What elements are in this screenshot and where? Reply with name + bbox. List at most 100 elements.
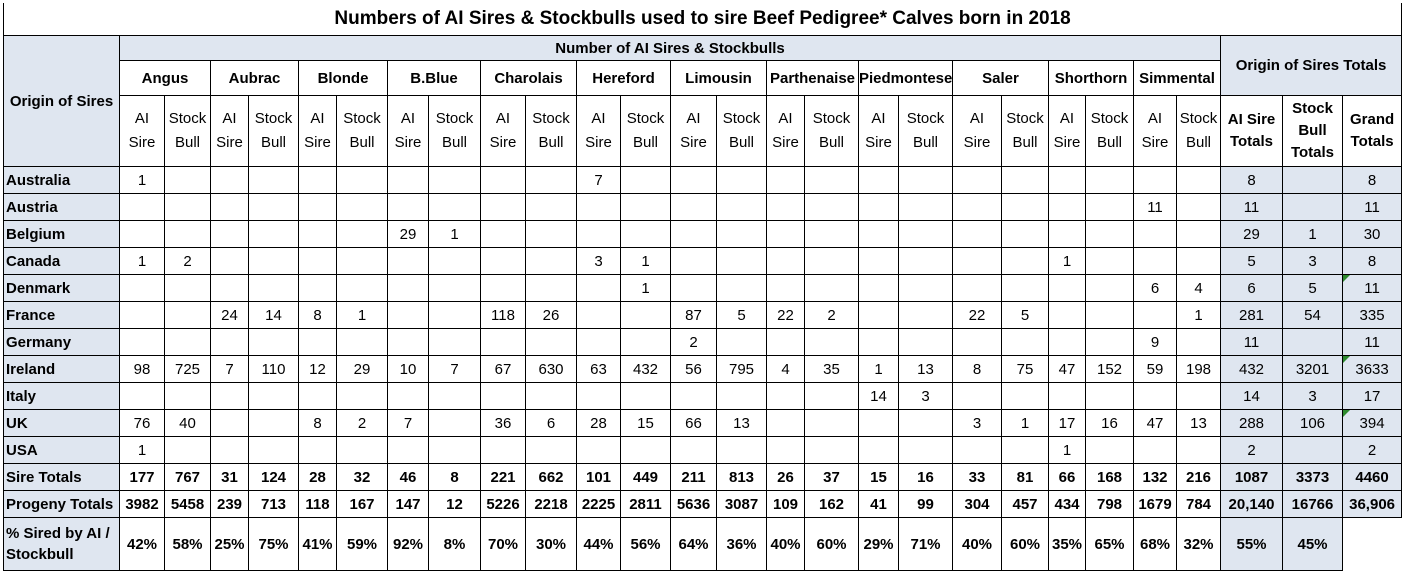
data-cell bbox=[525, 328, 577, 356]
total-cell: 767 bbox=[164, 463, 211, 491]
data-cell bbox=[248, 328, 299, 356]
country-label: Germany bbox=[3, 328, 120, 356]
grand-total-cell: 394 bbox=[1341, 409, 1403, 437]
data-cell bbox=[1048, 274, 1086, 302]
data-cell bbox=[248, 220, 299, 248]
data-cell bbox=[716, 166, 767, 194]
data-cell bbox=[164, 382, 211, 410]
pct-cell: 41% bbox=[298, 517, 337, 571]
stock-bull-total-cell bbox=[1282, 193, 1343, 221]
data-cell bbox=[1176, 247, 1221, 275]
data-cell bbox=[804, 220, 859, 248]
data-cell: 1 bbox=[1048, 247, 1086, 275]
stock-bull-total-cell bbox=[1282, 166, 1343, 194]
total-cell: 109 bbox=[766, 490, 805, 518]
total-cell: 31 bbox=[210, 463, 249, 491]
stock-bull-col-header: Stock Bull bbox=[716, 95, 767, 167]
stock-bull-total-cell bbox=[1282, 328, 1343, 356]
stock-bull-col-header: Stock Bull bbox=[336, 95, 388, 167]
breed-header: Aubrac bbox=[210, 60, 299, 96]
total-cell: 101 bbox=[576, 463, 621, 491]
stock-bull-col-header: Stock Bull bbox=[428, 95, 481, 167]
country-label: Australia bbox=[3, 166, 120, 194]
data-cell: 1 bbox=[1176, 301, 1221, 329]
data-cell bbox=[1001, 193, 1049, 221]
breed-header-row: Angus Aubrac Blonde B.Blue Charolais Hereford… bbox=[4, 60, 1402, 96]
ai-sire-total-cell: 432 bbox=[1220, 355, 1283, 383]
data-cell bbox=[119, 301, 165, 329]
data-cell: 118 bbox=[480, 301, 526, 329]
data-cell bbox=[336, 436, 388, 464]
data-cell: 56 bbox=[670, 355, 717, 383]
stock-bull-total-cell: 3 bbox=[1282, 247, 1343, 275]
total-cell: 168 bbox=[1085, 463, 1134, 491]
data-cell bbox=[336, 247, 388, 275]
data-cell: 795 bbox=[716, 355, 767, 383]
data-cell bbox=[525, 166, 577, 194]
data-cell bbox=[1085, 301, 1134, 329]
total-cell: 177 bbox=[119, 463, 165, 491]
total-cell: 449 bbox=[620, 463, 671, 491]
row-label: Sire Totals bbox=[3, 463, 120, 491]
data-cell bbox=[952, 166, 1002, 194]
data-cell bbox=[804, 166, 859, 194]
data-cell bbox=[858, 301, 899, 329]
data-cell bbox=[1133, 220, 1177, 248]
data-cell: 17 bbox=[1048, 409, 1086, 437]
data-cell bbox=[1176, 166, 1221, 194]
data-cell bbox=[428, 436, 481, 464]
total-cell: 713 bbox=[248, 490, 299, 518]
data-cell bbox=[119, 328, 165, 356]
data-cell bbox=[1133, 247, 1177, 275]
ai-sire-total-cell: 20,140 bbox=[1220, 490, 1283, 518]
data-cell bbox=[164, 220, 211, 248]
pct-cell: 8% bbox=[428, 517, 481, 571]
stock-bull-total-cell: 3201 bbox=[1282, 355, 1343, 383]
total-cell: 16 bbox=[898, 463, 953, 491]
total-cell: 32 bbox=[336, 463, 388, 491]
data-cell: 5 bbox=[716, 301, 767, 329]
data-cell bbox=[766, 166, 805, 194]
breed-header: Limousin bbox=[670, 60, 767, 96]
data-cell bbox=[119, 382, 165, 410]
table-row: Belgium 29 1 29 1 30 bbox=[3, 220, 1403, 248]
data-cell: 22 bbox=[766, 301, 805, 329]
grand-total-cell: 11 bbox=[1341, 193, 1403, 221]
ai-sire-col-header: AI Sire bbox=[387, 95, 429, 167]
stock-bull-col-header: Stock Bull bbox=[1001, 95, 1049, 167]
total-cell: 12 bbox=[428, 490, 481, 518]
total-cell: 33 bbox=[952, 463, 1002, 491]
data-cell bbox=[1133, 436, 1177, 464]
breed-header: Charolais bbox=[480, 60, 577, 96]
data-cell bbox=[858, 247, 899, 275]
total-cell: 5226 bbox=[480, 490, 526, 518]
stock-bull-col-header: Stock Bull bbox=[248, 95, 299, 167]
total-cell: 239 bbox=[210, 490, 249, 518]
country-label: Belgium bbox=[3, 220, 120, 248]
data-cell bbox=[1048, 382, 1086, 410]
data-cell: 11 bbox=[1133, 193, 1177, 221]
data-cell bbox=[1001, 247, 1049, 275]
breed-header: Shorthorn bbox=[1048, 60, 1134, 96]
data-cell bbox=[858, 328, 899, 356]
data-cell bbox=[620, 193, 671, 221]
data-cell bbox=[164, 193, 211, 221]
data-cell bbox=[1001, 220, 1049, 248]
total-cell: 5458 bbox=[164, 490, 211, 518]
data-cell bbox=[119, 220, 165, 248]
data-cell bbox=[1133, 301, 1177, 329]
total-cell: 167 bbox=[336, 490, 388, 518]
data-cell: 75 bbox=[1001, 355, 1049, 383]
data-cell bbox=[164, 301, 211, 329]
data-cell: 8 bbox=[298, 409, 337, 437]
pct-cell: 40% bbox=[766, 517, 805, 571]
data-cell bbox=[210, 409, 249, 437]
data-cell bbox=[620, 220, 671, 248]
ai-sire-total-cell: 29 bbox=[1220, 220, 1283, 248]
total-cell: 211 bbox=[670, 463, 717, 491]
stock-bull-total-cell: 106 bbox=[1282, 409, 1343, 437]
total-cell: 8 bbox=[428, 463, 481, 491]
total-cell: 2218 bbox=[525, 490, 577, 518]
grand-total-cell: 11 bbox=[1341, 328, 1403, 356]
data-cell bbox=[620, 328, 671, 356]
